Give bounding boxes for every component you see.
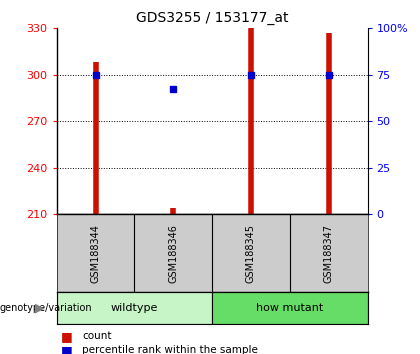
Text: wildtype: wildtype — [111, 303, 158, 313]
Text: ▶: ▶ — [35, 302, 45, 314]
Text: GSM188345: GSM188345 — [246, 224, 256, 282]
Text: genotype/variation: genotype/variation — [0, 303, 93, 313]
Title: GDS3255 / 153177_at: GDS3255 / 153177_at — [136, 11, 289, 24]
Text: GSM188344: GSM188344 — [91, 224, 100, 282]
Bar — [57, 292, 212, 324]
Text: GSM188347: GSM188347 — [324, 224, 333, 282]
Text: percentile rank within the sample: percentile rank within the sample — [82, 346, 258, 354]
Text: count: count — [82, 331, 111, 341]
Text: ■: ■ — [61, 330, 73, 343]
Text: GSM188346: GSM188346 — [168, 224, 178, 282]
Text: ■: ■ — [61, 344, 73, 354]
Bar — [212, 292, 368, 324]
Text: how mutant: how mutant — [256, 303, 323, 313]
